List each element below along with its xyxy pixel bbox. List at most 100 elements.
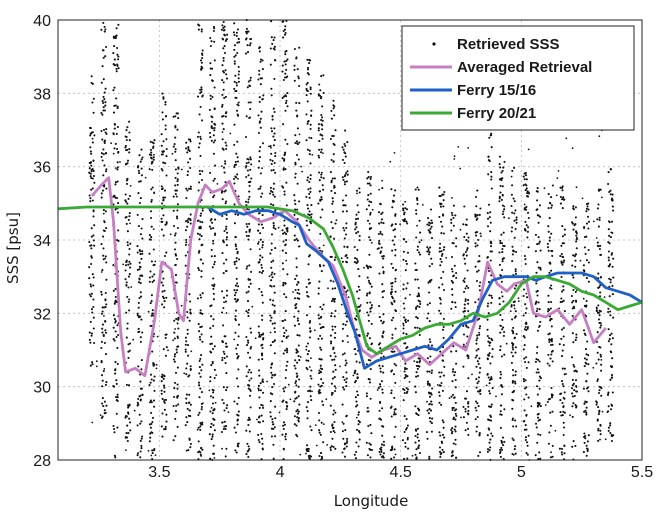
x-tick-label: 3.5 [148, 464, 170, 481]
retrieved-sss-point [416, 361, 419, 364]
retrieved-sss-point [223, 51, 227, 55]
retrieved-sss-point [283, 60, 286, 63]
retrieved-sss-point [320, 118, 323, 122]
retrieved-sss-point [150, 401, 153, 404]
retrieved-sss-point [188, 374, 191, 377]
retrieved-sss-point [212, 324, 215, 327]
retrieved-sss-point [247, 285, 251, 288]
retrieved-sss-point [148, 238, 151, 241]
retrieved-sss-point [382, 255, 385, 258]
retrieved-sss-point [500, 384, 503, 387]
retrieved-sss-point [514, 351, 517, 354]
retrieved-sss-point [281, 319, 285, 323]
retrieved-sss-point [572, 276, 575, 279]
retrieved-sss-point [128, 147, 131, 151]
retrieved-sss-point [225, 73, 228, 76]
retrieved-sss-point [114, 181, 117, 184]
retrieved-sss-point [129, 342, 132, 345]
retrieved-sss-point [535, 190, 538, 193]
retrieved-sss-point [282, 421, 285, 424]
retrieved-sss-point [500, 355, 503, 358]
retrieved-sss-point [174, 232, 177, 235]
retrieved-sss-point [391, 303, 394, 306]
retrieved-sss-point [165, 174, 168, 177]
retrieved-sss-point [474, 242, 477, 245]
retrieved-sss-point [225, 213, 228, 216]
retrieved-sss-point [247, 198, 250, 201]
retrieved-sss-point [450, 279, 453, 282]
retrieved-sss-point [273, 161, 276, 165]
retrieved-sss-point [574, 444, 577, 448]
retrieved-sss-point [153, 191, 156, 194]
retrieved-sss-point [465, 324, 468, 327]
retrieved-sss-point [209, 305, 212, 308]
retrieved-sss-point [571, 378, 574, 381]
retrieved-sss-point [247, 30, 250, 33]
retrieved-sss-point [235, 248, 238, 251]
retrieved-sss-point [152, 279, 156, 282]
retrieved-sss-point [150, 200, 153, 203]
retrieved-sss-point [332, 409, 335, 412]
retrieved-sss-point [320, 75, 323, 78]
retrieved-sss-point [465, 254, 468, 257]
retrieved-sss-point [261, 318, 264, 321]
retrieved-sss-point [404, 362, 407, 365]
retrieved-sss-point [223, 171, 226, 174]
retrieved-sss-point [489, 259, 492, 262]
retrieved-sss-point [379, 230, 382, 233]
retrieved-sss-point [523, 228, 527, 231]
retrieved-sss-point [162, 140, 165, 143]
retrieved-sss-point [318, 156, 321, 159]
retrieved-sss-point [90, 75, 93, 78]
retrieved-sss-point [394, 408, 397, 411]
retrieved-sss-point [498, 200, 501, 203]
retrieved-sss-point [198, 411, 201, 414]
retrieved-sss-point [114, 183, 117, 186]
retrieved-sss-point [378, 305, 381, 308]
retrieved-sss-point [547, 249, 550, 252]
retrieved-sss-point [319, 232, 322, 235]
retrieved-sss-point [586, 340, 589, 343]
retrieved-sss-point [611, 391, 614, 394]
retrieved-sss-point [403, 370, 406, 373]
retrieved-sss-point [140, 318, 143, 321]
retrieved-sss-point [357, 411, 360, 414]
retrieved-sss-point [319, 216, 322, 219]
retrieved-sss-point [418, 327, 421, 330]
retrieved-sss-point [321, 400, 324, 403]
retrieved-sss-point [188, 319, 191, 322]
retrieved-sss-point [597, 406, 600, 409]
retrieved-sss-point [294, 172, 297, 175]
retrieved-sss-point [341, 421, 344, 423]
retrieved-sss-point [162, 277, 165, 280]
retrieved-sss-point [201, 243, 204, 246]
retrieved-sss-point [233, 48, 236, 51]
retrieved-sss-point [140, 227, 143, 230]
retrieved-sss-point [246, 207, 249, 211]
retrieved-sss-point [356, 260, 359, 264]
retrieved-sss-point [233, 289, 236, 292]
retrieved-sss-point [213, 418, 216, 421]
retrieved-sss-point [89, 134, 92, 137]
retrieved-sss-point [357, 305, 360, 308]
retrieved-sss-point [394, 277, 397, 280]
retrieved-sss-point [559, 195, 562, 199]
retrieved-sss-point [487, 203, 491, 206]
retrieved-sss-point [225, 447, 228, 450]
retrieved-sss-point [546, 400, 549, 404]
retrieved-sss-point [187, 449, 190, 452]
retrieved-sss-point [562, 385, 565, 388]
retrieved-sss-point [428, 320, 431, 323]
retrieved-sss-point [454, 430, 457, 433]
retrieved-sss-point [139, 295, 143, 298]
retrieved-sss-point [451, 408, 454, 412]
retrieved-sss-point [199, 309, 202, 312]
retrieved-sss-point [149, 373, 153, 376]
retrieved-sss-point [343, 455, 347, 458]
retrieved-sss-point [365, 294, 368, 297]
retrieved-sss-point [126, 159, 130, 162]
retrieved-sss-point [104, 101, 107, 104]
retrieved-sss-point [100, 129, 103, 133]
retrieved-sss-point [247, 384, 250, 387]
x-tick-label: 5 [517, 464, 526, 481]
